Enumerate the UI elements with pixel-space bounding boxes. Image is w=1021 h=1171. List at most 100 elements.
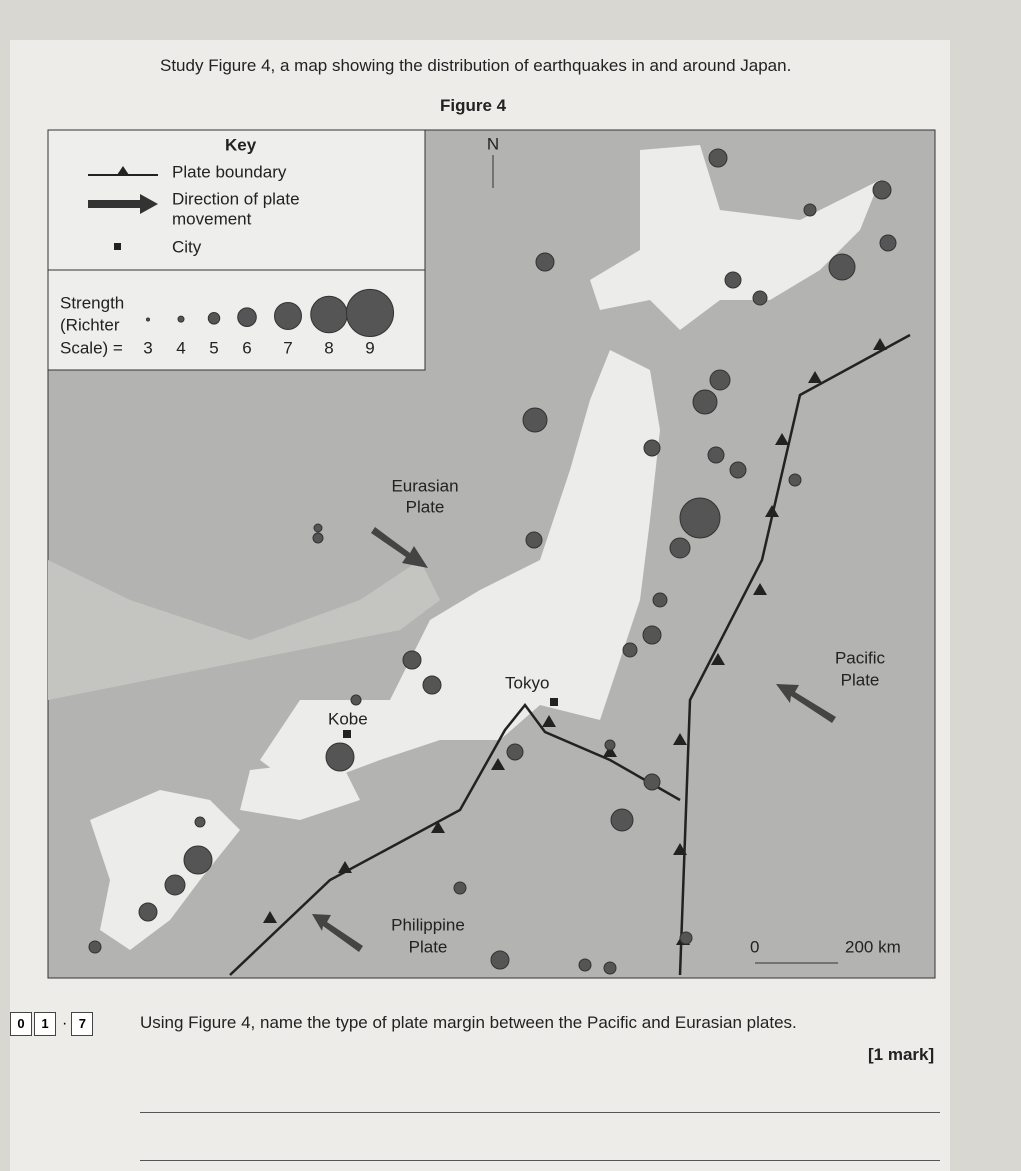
earthquake — [350, 694, 362, 706]
earthquake — [325, 742, 355, 772]
earthquake — [490, 950, 510, 970]
boundary-triangle — [542, 715, 556, 727]
earthquake — [729, 461, 747, 479]
key-city-symbol — [114, 243, 121, 250]
earthquake — [642, 625, 662, 645]
strength-label: 4 — [176, 338, 185, 357]
key-label: Scale) = — [60, 338, 123, 357]
city — [343, 730, 351, 738]
separator: · — [62, 1015, 68, 1032]
arrow — [371, 527, 428, 568]
mainland — [48, 560, 440, 700]
boundary-triangle — [338, 861, 352, 873]
marks: [1 mark] — [868, 1045, 935, 1064]
strength-label: 6 — [242, 338, 251, 357]
intro-text: Study Figure 4, a map showing the distri… — [160, 56, 792, 75]
key-title: Key — [225, 135, 257, 154]
earthquake — [522, 407, 548, 433]
city — [550, 698, 558, 706]
scale-label: 0 — [750, 937, 759, 956]
earthquake — [679, 497, 721, 539]
shikoku — [240, 760, 360, 820]
earthquake — [610, 808, 634, 832]
plate-boundary — [229, 702, 681, 976]
earthquake — [88, 940, 102, 954]
earthquake — [708, 148, 728, 168]
earthquake — [604, 739, 616, 751]
earthquake — [643, 773, 661, 791]
strength-symbol — [177, 315, 185, 323]
boundary-triangle — [765, 505, 779, 517]
earthquake — [724, 271, 742, 289]
strength-label: 7 — [283, 338, 292, 357]
number-box: 0 — [10, 1012, 32, 1036]
strength-symbol — [274, 301, 302, 330]
strength-label: 5 — [209, 338, 218, 357]
answer-line — [140, 1112, 940, 1113]
earthquake — [578, 958, 592, 972]
earthquake — [669, 537, 691, 559]
earthquake — [422, 675, 442, 695]
earthquake — [622, 642, 638, 658]
city-label: Tokyo — [505, 673, 549, 692]
plate-label: Plate — [406, 497, 445, 516]
earthquake — [643, 439, 661, 457]
earthquake — [312, 532, 324, 544]
plate-label: Plate — [409, 937, 448, 956]
plate-label: Plate — [841, 670, 880, 689]
scale-label: 200 km — [845, 937, 901, 956]
strength-label: 9 — [365, 338, 374, 357]
earthquake — [453, 881, 467, 895]
earthquake — [709, 369, 731, 391]
kyushu — [90, 790, 240, 950]
earthquake — [194, 816, 206, 828]
earthquake — [879, 234, 897, 252]
earthquake — [692, 389, 718, 415]
plate-label: Eurasian — [391, 476, 458, 495]
earthquake — [535, 252, 555, 272]
plate-boundary — [678, 333, 911, 976]
earthquake — [164, 874, 186, 896]
boundary-triangle — [775, 433, 789, 445]
map: Key Plate boundary Direction of plate mo… — [47, 129, 936, 979]
strength-symbol — [345, 288, 395, 337]
question-number: 0 1 · 7 — [10, 1012, 95, 1036]
arrow — [776, 684, 836, 723]
earthquake — [872, 180, 892, 200]
question-text: Using Figure 4, name the type of plate m… — [140, 1013, 797, 1032]
strength-symbol — [237, 307, 257, 328]
boundary-triangle — [263, 911, 277, 923]
honshu — [260, 350, 660, 790]
boundary-triangle — [673, 843, 687, 855]
city-label: Kobe — [328, 709, 368, 728]
key-boundary-triangle — [117, 166, 129, 175]
earthquake — [402, 650, 422, 670]
key-label: City — [172, 237, 202, 256]
plate-label: Philippine — [391, 915, 465, 934]
key-label: Plate boundary — [172, 162, 287, 181]
earthquake — [506, 743, 524, 761]
arrow — [312, 914, 363, 952]
earthquake — [752, 290, 768, 306]
earthquake — [183, 845, 213, 875]
boundary-triangle — [808, 371, 822, 383]
boundary-triangle — [491, 758, 505, 770]
strength-symbol — [207, 312, 221, 325]
strength-symbol — [310, 295, 348, 334]
earthquake — [652, 592, 668, 608]
strength-label: 8 — [324, 338, 333, 357]
boundary-triangle — [673, 733, 687, 745]
earthquake — [138, 902, 158, 922]
answer-line — [140, 1160, 940, 1161]
earthquake — [679, 931, 693, 945]
boundary-triangle — [711, 653, 725, 665]
key-label: Direction of plate — [172, 189, 300, 208]
key-arrow-symbol — [88, 194, 158, 214]
number-box: 7 — [71, 1012, 94, 1036]
earthquake — [828, 253, 856, 281]
strength-label: 3 — [143, 338, 152, 357]
boundary-triangle — [431, 821, 445, 833]
earthquake — [803, 203, 817, 217]
